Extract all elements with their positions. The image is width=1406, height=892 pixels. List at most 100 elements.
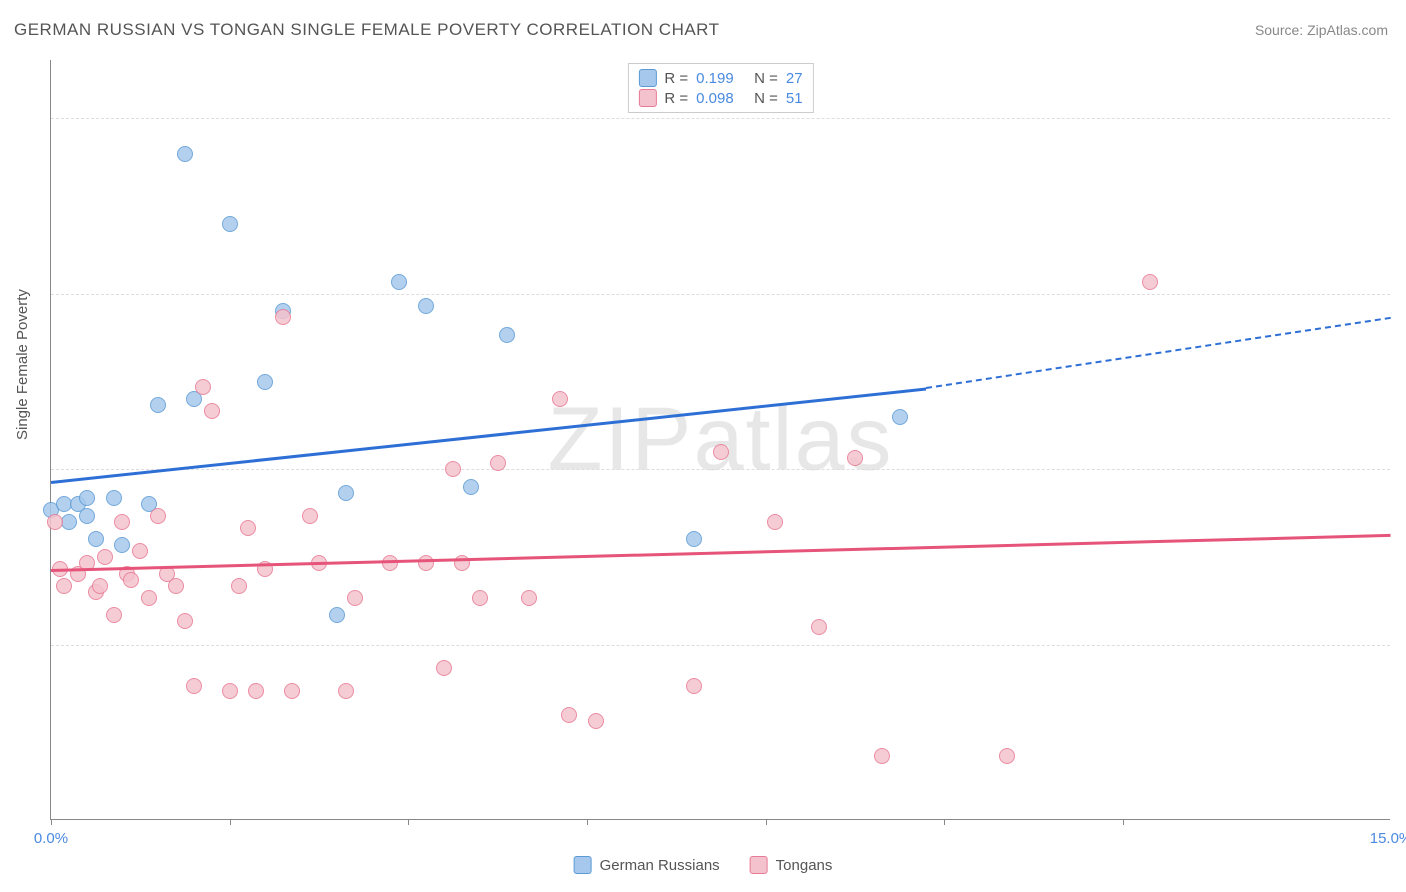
y-tick-label: 30.0% [1395, 461, 1406, 478]
data-point [123, 572, 139, 588]
data-point [588, 713, 604, 729]
legend-swatch [750, 856, 768, 874]
chart-title: GERMAN RUSSIAN VS TONGAN SINGLE FEMALE P… [14, 20, 720, 40]
n-label: N = [754, 90, 778, 107]
data-point [347, 590, 363, 606]
x-tick [587, 819, 588, 825]
data-point [150, 508, 166, 524]
n-value: 27 [786, 70, 803, 87]
legend-swatch [574, 856, 592, 874]
plot-area: ZIPatlas R =0.199N =27R =0.098N =51 15.0… [50, 60, 1390, 820]
data-point [686, 678, 702, 694]
data-point [257, 374, 273, 390]
x-tick [1123, 819, 1124, 825]
data-point [79, 508, 95, 524]
data-point [874, 748, 890, 764]
data-point [177, 146, 193, 162]
r-value: 0.199 [696, 70, 746, 87]
data-point [391, 274, 407, 290]
data-point [106, 607, 122, 623]
data-point [97, 549, 113, 565]
data-point [490, 455, 506, 471]
data-point [767, 514, 783, 530]
x-tick [766, 819, 767, 825]
data-point [338, 683, 354, 699]
data-point [472, 590, 488, 606]
x-tick [51, 819, 52, 825]
n-value: 51 [786, 90, 803, 107]
legend-stats: R = 0.199 N = 27 R = 0.098 N = 51 [627, 63, 813, 113]
data-point [186, 678, 202, 694]
r-label: R = [664, 90, 688, 107]
data-point [177, 613, 193, 629]
data-point [418, 298, 434, 314]
gridline [51, 294, 1390, 295]
r-label: R = [664, 70, 688, 87]
data-point [418, 555, 434, 571]
data-point [463, 479, 479, 495]
data-point [106, 490, 122, 506]
data-point [892, 409, 908, 425]
data-point [275, 309, 291, 325]
legend-label: Tongans [776, 857, 833, 874]
data-point [338, 485, 354, 501]
x-tick-label: 0.0% [34, 830, 68, 847]
legend-item: German Russians [574, 856, 720, 874]
data-point [47, 514, 63, 530]
data-point [847, 450, 863, 466]
x-tick [408, 819, 409, 825]
data-point [248, 683, 264, 699]
y-tick-label: 45.0% [1395, 285, 1406, 302]
data-point [302, 508, 318, 524]
y-tick-label: 60.0% [1395, 110, 1406, 127]
data-point [686, 531, 702, 547]
data-point [88, 531, 104, 547]
gridline [51, 645, 1390, 646]
data-point [168, 578, 184, 594]
gridline [51, 118, 1390, 119]
data-point [713, 444, 729, 460]
data-point [114, 537, 130, 553]
x-tick [944, 819, 945, 825]
data-point [552, 391, 568, 407]
data-point [382, 555, 398, 571]
data-point [329, 607, 345, 623]
data-point [150, 397, 166, 413]
source-label: Source: ZipAtlas.com [1255, 22, 1388, 38]
data-point [56, 578, 72, 594]
legend-swatch [638, 89, 656, 107]
legend-label: German Russians [600, 857, 720, 874]
legend-item: Tongans [750, 856, 833, 874]
n-label: N = [754, 70, 778, 87]
data-point [195, 379, 211, 395]
data-point [92, 578, 108, 594]
y-tick-label: 15.0% [1395, 636, 1406, 653]
data-point [240, 520, 256, 536]
data-point [1142, 274, 1158, 290]
data-point [114, 514, 130, 530]
data-point [436, 660, 452, 676]
data-point [222, 683, 238, 699]
trend-line [926, 317, 1391, 389]
trend-line [51, 534, 1391, 572]
r-value: 0.098 [696, 90, 746, 107]
legend-stat-row: R = 0.199 N = 27 [638, 68, 802, 88]
data-point [132, 543, 148, 559]
data-point [811, 619, 827, 635]
watermark: ZIPatlas [547, 388, 893, 491]
data-point [222, 216, 238, 232]
legend-swatch [638, 69, 656, 87]
chart-container: GERMAN RUSSIAN VS TONGAN SINGLE FEMALE P… [0, 0, 1406, 892]
data-point [79, 490, 95, 506]
legend-series: German Russians Tongans [574, 856, 833, 874]
legend-stat-row: R = 0.098 N = 51 [638, 88, 802, 108]
data-point [445, 461, 461, 477]
data-point [231, 578, 247, 594]
y-axis-label: Single Female Poverty [14, 289, 31, 440]
data-point [204, 403, 220, 419]
data-point [999, 748, 1015, 764]
x-tick-label: 15.0% [1370, 830, 1406, 847]
x-tick [230, 819, 231, 825]
data-point [499, 327, 515, 343]
data-point [521, 590, 537, 606]
